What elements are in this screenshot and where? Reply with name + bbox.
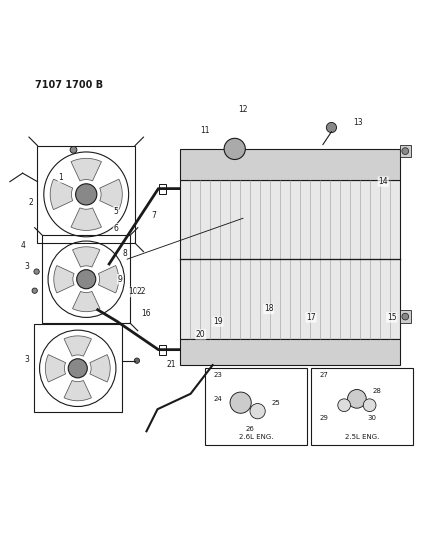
Circle shape [32, 288, 37, 293]
Bar [204, 368, 306, 445]
Bar [179, 180, 399, 338]
Text: 12: 12 [238, 105, 248, 114]
Wedge shape [99, 179, 122, 209]
Circle shape [134, 358, 139, 364]
Circle shape [337, 399, 350, 411]
Bar [179, 338, 399, 365]
Text: 26: 26 [245, 426, 254, 432]
Text: 29: 29 [319, 415, 328, 421]
Circle shape [72, 362, 83, 374]
Circle shape [224, 138, 245, 159]
Text: 18: 18 [263, 304, 273, 313]
Wedge shape [45, 354, 66, 382]
Text: 28: 28 [371, 388, 380, 394]
Bar [399, 310, 410, 323]
Text: 5: 5 [113, 207, 118, 216]
Text: 10: 10 [128, 287, 138, 296]
Text: 30: 30 [366, 415, 375, 421]
Text: 22: 22 [136, 287, 146, 296]
Circle shape [70, 147, 77, 153]
Wedge shape [54, 265, 74, 293]
Text: 23: 23 [213, 372, 222, 378]
Bar [399, 145, 410, 157]
Text: 1: 1 [58, 173, 63, 182]
Circle shape [68, 359, 87, 378]
Circle shape [81, 273, 92, 285]
Text: 25: 25 [271, 400, 279, 406]
Circle shape [34, 269, 39, 274]
Text: 2.5L ENG.: 2.5L ENG. [344, 434, 378, 440]
Bar [179, 149, 399, 180]
Text: 9: 9 [118, 274, 122, 284]
Circle shape [80, 188, 92, 201]
Circle shape [77, 270, 95, 289]
Circle shape [230, 392, 250, 413]
Text: 16: 16 [141, 309, 150, 318]
Circle shape [75, 184, 97, 205]
Circle shape [401, 313, 408, 320]
Bar [159, 344, 166, 355]
Text: 13: 13 [352, 118, 362, 127]
Bar [159, 183, 166, 193]
Text: 3: 3 [24, 262, 29, 271]
Wedge shape [72, 292, 100, 312]
Text: 17: 17 [305, 313, 315, 322]
Text: 21: 21 [166, 360, 176, 369]
Text: 14: 14 [377, 177, 387, 186]
Text: 3: 3 [24, 356, 29, 365]
Text: 27: 27 [319, 372, 328, 378]
Wedge shape [72, 247, 100, 267]
Text: 6: 6 [113, 224, 118, 233]
Circle shape [363, 399, 375, 411]
Text: 2: 2 [29, 198, 33, 207]
Text: 4: 4 [20, 241, 25, 250]
Wedge shape [64, 381, 91, 401]
Text: 7: 7 [151, 211, 156, 220]
Text: 11: 11 [200, 126, 209, 135]
Wedge shape [71, 208, 101, 230]
Text: 7107 1700 B: 7107 1700 B [35, 80, 103, 90]
Wedge shape [50, 179, 72, 209]
Text: 24: 24 [213, 396, 222, 402]
Text: 20: 20 [196, 330, 205, 339]
Wedge shape [89, 354, 110, 382]
Text: 2.6L ENG.: 2.6L ENG. [238, 434, 273, 440]
Bar [311, 368, 412, 445]
Wedge shape [64, 336, 91, 356]
Circle shape [325, 123, 336, 133]
Text: 19: 19 [213, 317, 222, 326]
Wedge shape [98, 265, 118, 293]
Circle shape [347, 390, 366, 408]
Wedge shape [71, 158, 101, 181]
Circle shape [401, 148, 408, 155]
Text: 15: 15 [386, 313, 396, 322]
Circle shape [249, 403, 265, 419]
Text: 8: 8 [122, 249, 127, 259]
